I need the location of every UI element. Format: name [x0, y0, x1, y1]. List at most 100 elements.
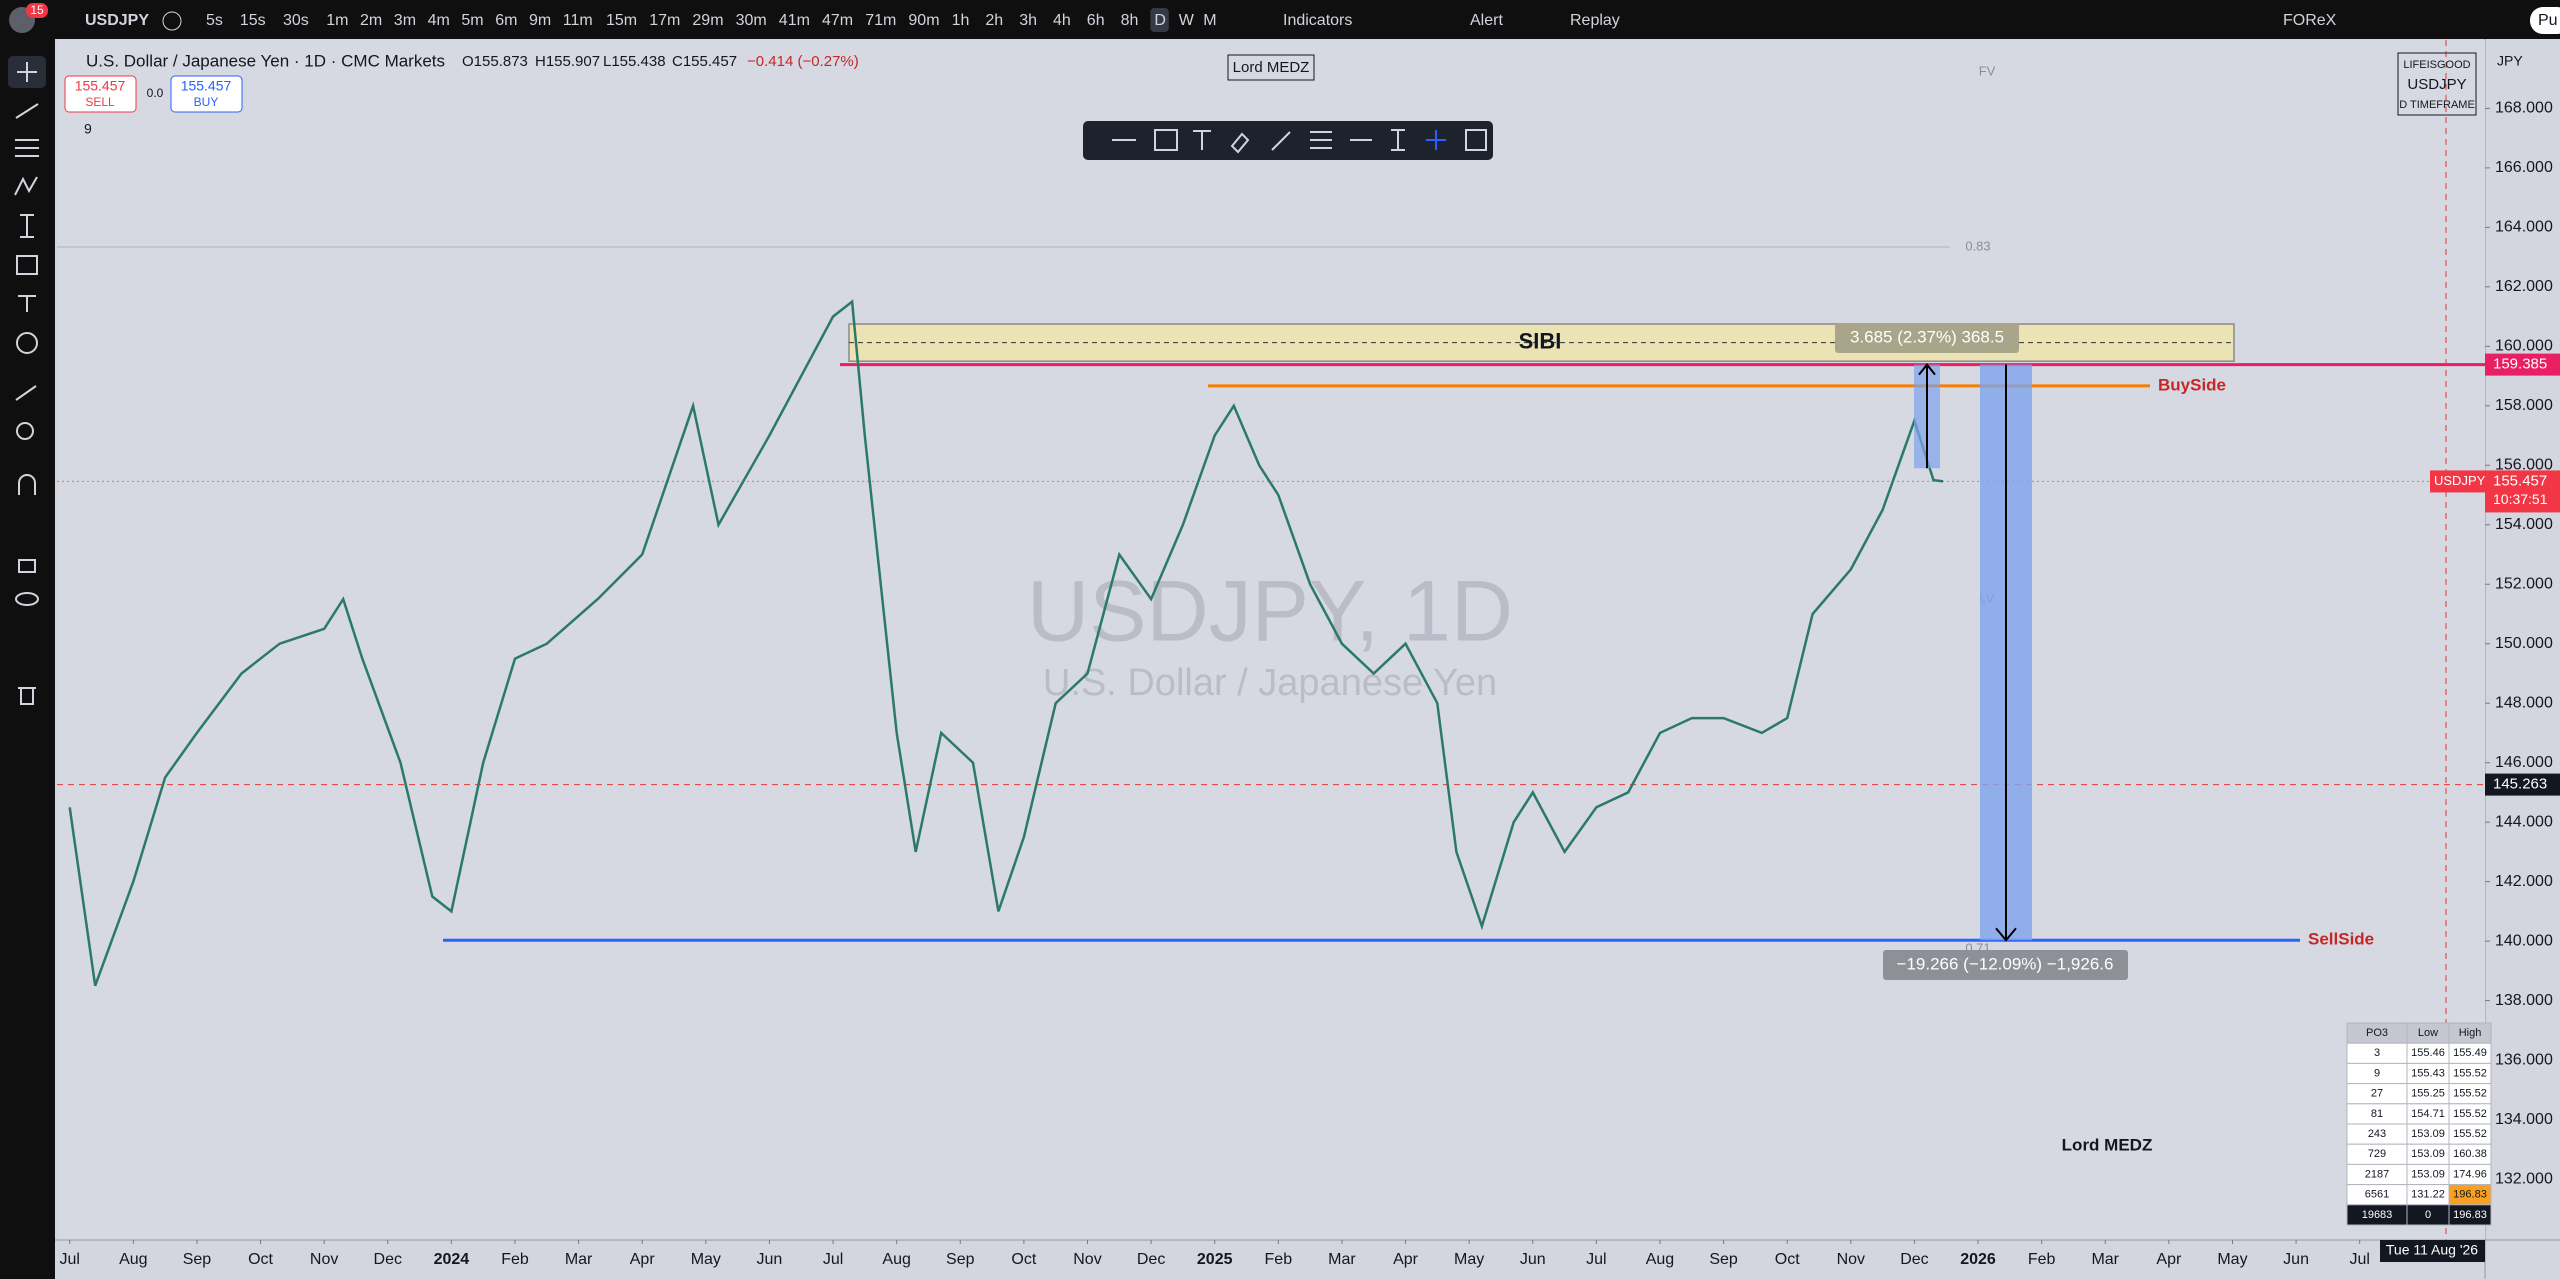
- table-cell: [2448, 1204, 2492, 1226]
- tool-ruler[interactable]: [15, 385, 37, 401]
- interval[interactable]: D: [1154, 12, 1166, 29]
- table-value: 155.52: [2453, 1128, 2487, 1140]
- level-label: SellSide: [2308, 930, 2374, 949]
- tool-fib[interactable]: [15, 139, 39, 157]
- y-tick-label: 142.000: [2495, 873, 2553, 890]
- buy-button[interactable]: [170, 75, 243, 113]
- x-tick-label: Oct: [1775, 1251, 1800, 1268]
- tool-eraser[interactable]: [1230, 132, 1250, 154]
- y-tick-label: 132.000: [2495, 1170, 2553, 1187]
- tool-measure[interactable]: [20, 214, 34, 238]
- interval[interactable]: 4h: [1053, 12, 1071, 29]
- x-tick-label: Nov: [310, 1251, 338, 1268]
- interval[interactable]: 2h: [985, 12, 1003, 29]
- interval[interactable]: 3m: [394, 12, 416, 29]
- x-tick-label: Sep: [1709, 1251, 1738, 1268]
- table-value: 154.71: [2411, 1108, 2445, 1120]
- interval[interactable]: 90m: [908, 12, 939, 29]
- interval[interactable]: M: [1203, 12, 1216, 29]
- interval[interactable]: 1h: [952, 12, 970, 29]
- watermark-symbol: USDJPY, 1D: [1027, 564, 1513, 660]
- x-tick-label: Jul: [1586, 1251, 1606, 1268]
- tool-zoom[interactable]: [16, 422, 34, 440]
- tool-rect[interactable]: [1465, 129, 1487, 151]
- tool-emoji[interactable]: [16, 332, 38, 354]
- table-header: Low: [2418, 1027, 2438, 1039]
- interval[interactable]: 17m: [649, 12, 680, 29]
- table-value: 19683: [2362, 1209, 2393, 1221]
- interval[interactable]: 15m: [606, 12, 637, 29]
- publish[interactable]: Pu: [2538, 12, 2558, 29]
- table-value: 153.09: [2411, 1168, 2445, 1180]
- left-toolbar: [0, 39, 55, 1279]
- interval[interactable]: 47m: [822, 12, 853, 29]
- tool-text[interactable]: [1193, 130, 1211, 150]
- interval[interactable]: 30s: [283, 12, 309, 29]
- sell-button[interactable]: [64, 75, 137, 113]
- interval[interactable]: 6m: [495, 12, 517, 29]
- x-tick-label: Feb: [2028, 1251, 2056, 1268]
- table-value: 155.52: [2453, 1108, 2487, 1120]
- interval[interactable]: 4m: [428, 12, 450, 29]
- interval[interactable]: 15s: [240, 12, 266, 29]
- tool-cross[interactable]: [1426, 130, 1446, 150]
- x-tick-label: Nov: [1837, 1251, 1865, 1268]
- interval[interactable]: 3h: [1019, 12, 1037, 29]
- alert[interactable]: Alert: [1470, 12, 1503, 29]
- tool-text[interactable]: [18, 295, 36, 312]
- x-tick-label: Jul: [2349, 1251, 2369, 1268]
- add-symbol[interactable]: [162, 11, 182, 31]
- tool-eye[interactable]: [15, 592, 39, 606]
- top-toolbar: [0, 0, 2560, 39]
- interval[interactable]: 41m: [779, 12, 810, 29]
- measure-down-arrow: [1995, 364, 2017, 942]
- tool-lock[interactable]: [18, 559, 36, 573]
- signature-top: Lord MEDZ: [1233, 59, 1310, 76]
- tool-trash[interactable]: [18, 687, 36, 705]
- measure-box: [1835, 323, 2019, 353]
- x-tick-label: Mar: [565, 1251, 593, 1268]
- interval[interactable]: W: [1179, 12, 1195, 29]
- y-tick-label: 150.000: [2495, 635, 2553, 652]
- fib-label: 0.83: [1965, 238, 1990, 253]
- currency[interactable]: JPY: [2497, 53, 2523, 69]
- interval[interactable]: 11m: [563, 12, 593, 29]
- interval[interactable]: 1m: [326, 12, 348, 29]
- legend-close: C155.457: [672, 53, 737, 70]
- account[interactable]: FOReX: [2283, 12, 2337, 29]
- drawing-toolbar: [1083, 121, 1493, 160]
- tool-lines[interactable]: [1310, 131, 1332, 149]
- tool-trendline[interactable]: [15, 103, 39, 119]
- interval[interactable]: 71m: [865, 12, 896, 29]
- tool-crosshair[interactable]: [17, 62, 37, 82]
- interval[interactable]: 8h: [1121, 12, 1139, 29]
- tool-trend[interactable]: [1271, 131, 1291, 151]
- y-tick-label: 136.000: [2495, 1051, 2553, 1068]
- tool-measure[interactable]: [1391, 129, 1405, 151]
- info-line: D TIMEFRAME: [2399, 99, 2475, 111]
- interval[interactable]: 5m: [461, 12, 483, 29]
- y-tick-label: 164.000: [2495, 219, 2553, 236]
- tool-magnet[interactable]: [18, 474, 36, 495]
- interval[interactable]: 30m: [736, 12, 767, 29]
- symbol[interactable]: USDJPY: [85, 12, 149, 29]
- interval[interactable]: 9m: [529, 12, 551, 29]
- y-tick-label: 166.000: [2495, 159, 2553, 176]
- tool-pattern[interactable]: [14, 176, 38, 196]
- x-tick-label: 2026: [1960, 1251, 1996, 1268]
- x-tick-label: May: [691, 1251, 721, 1268]
- interval[interactable]: 29m: [692, 12, 723, 29]
- replay[interactable]: Replay: [1570, 12, 1620, 29]
- x-tick-label: Sep: [946, 1251, 975, 1268]
- interval[interactable]: 5s: [206, 12, 223, 29]
- table-value: 0: [2425, 1209, 2431, 1221]
- indicators[interactable]: Indicators: [1283, 12, 1352, 29]
- x-tick-label: Mar: [1328, 1251, 1356, 1268]
- interval[interactable]: 2m: [360, 12, 382, 29]
- tool-shape[interactable]: [16, 255, 38, 275]
- info-line: USDJPY: [2407, 76, 2466, 93]
- table-value: 81: [2371, 1108, 2383, 1120]
- drawing-toolbar-bg: [1083, 121, 1493, 160]
- tool-grid[interactable]: [1154, 129, 1178, 151]
- interval[interactable]: 6h: [1087, 12, 1105, 29]
